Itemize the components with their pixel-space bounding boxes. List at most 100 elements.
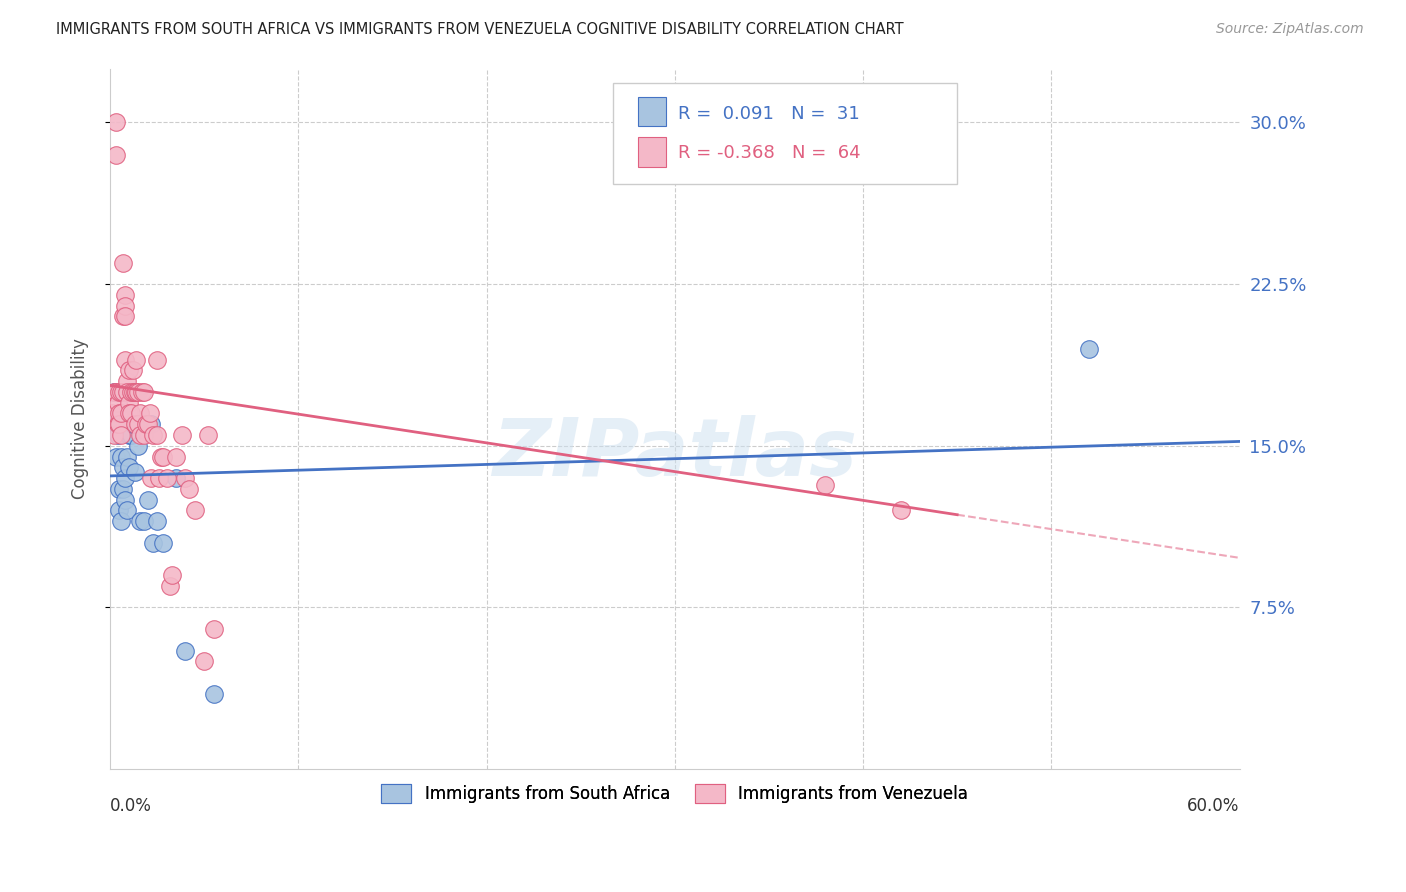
Point [149, 450, 172, 464]
Point [114, 299, 136, 313]
FancyBboxPatch shape [637, 97, 666, 127]
Point [108, 503, 131, 517]
Point [115, 384, 138, 399]
Point [108, 384, 131, 399]
Point [110, 514, 132, 528]
Point [152, 450, 174, 464]
Point [141, 417, 163, 432]
Point [124, 417, 146, 432]
Point [103, 384, 125, 399]
Point [136, 417, 159, 432]
Point [108, 406, 131, 420]
Point [104, 417, 127, 432]
Y-axis label: Cognitive Disability: Cognitive Disability [72, 338, 89, 500]
Point [146, 514, 169, 528]
FancyBboxPatch shape [637, 137, 666, 167]
Point [118, 363, 141, 377]
Point [115, 503, 138, 517]
Point [197, 428, 219, 442]
Point [127, 384, 149, 399]
Point [127, 417, 149, 432]
Point [132, 428, 155, 442]
Point [165, 450, 187, 464]
Point [118, 395, 141, 409]
Point [193, 654, 215, 668]
Point [124, 384, 146, 399]
Point [1077, 342, 1099, 356]
Point [114, 352, 136, 367]
Point [135, 417, 157, 432]
Point [132, 514, 155, 528]
Point [112, 255, 135, 269]
Point [202, 622, 225, 636]
Point [125, 352, 148, 367]
Point [174, 643, 197, 657]
Point [110, 428, 132, 442]
Point [120, 406, 142, 420]
Point [110, 450, 132, 464]
Text: Source: ZipAtlas.com: Source: ZipAtlas.com [1216, 22, 1364, 37]
Point [120, 384, 142, 399]
Point [114, 310, 136, 324]
Legend: Immigrants from South Africa, Immigrants from Venezuela: Immigrants from South Africa, Immigrants… [375, 778, 974, 810]
Point [170, 428, 193, 442]
Text: R =  0.091   N =  31: R = 0.091 N = 31 [678, 105, 860, 123]
Point [104, 115, 127, 129]
Point [118, 406, 141, 420]
Point [138, 406, 160, 420]
Point [112, 482, 135, 496]
Point [127, 439, 149, 453]
Point [114, 471, 136, 485]
Point [120, 428, 142, 442]
Text: 0.0%: 0.0% [110, 797, 152, 815]
Point [115, 374, 138, 388]
Point [104, 450, 127, 464]
Point [125, 384, 148, 399]
Point [141, 471, 163, 485]
Point [129, 514, 152, 528]
Point [107, 428, 129, 442]
Point [108, 482, 131, 496]
Point [103, 384, 125, 399]
Point [108, 417, 131, 432]
Point [184, 503, 207, 517]
Point [115, 450, 138, 464]
Point [165, 471, 187, 485]
Point [118, 460, 141, 475]
Point [179, 482, 201, 496]
Point [121, 417, 143, 432]
Point [129, 428, 152, 442]
FancyBboxPatch shape [613, 83, 957, 184]
Point [107, 417, 129, 432]
Point [155, 471, 177, 485]
Point [136, 492, 159, 507]
Text: ZIPatlas: ZIPatlas [492, 415, 858, 493]
Point [174, 471, 197, 485]
Point [124, 465, 146, 479]
Point [112, 310, 135, 324]
Point [814, 477, 837, 491]
Text: IMMIGRANTS FROM SOUTH AFRICA VS IMMIGRANTS FROM VENEZUELA COGNITIVE DISABILITY C: IMMIGRANTS FROM SOUTH AFRICA VS IMMIGRAN… [56, 22, 904, 37]
Point [114, 492, 136, 507]
Point [110, 384, 132, 399]
Point [101, 406, 124, 420]
Text: R = -0.368   N =  64: R = -0.368 N = 64 [678, 144, 860, 161]
Point [148, 471, 170, 485]
Point [142, 535, 165, 549]
Point [152, 535, 174, 549]
Point [104, 384, 127, 399]
Point [107, 395, 129, 409]
Point [160, 568, 183, 582]
Point [129, 406, 152, 420]
Text: 60.0%: 60.0% [1187, 797, 1240, 815]
Point [104, 147, 127, 161]
Point [121, 363, 143, 377]
Point [121, 384, 143, 399]
Point [103, 428, 125, 442]
Point [202, 687, 225, 701]
Point [890, 503, 912, 517]
Point [142, 428, 165, 442]
Point [118, 428, 141, 442]
Point [110, 406, 132, 420]
Point [112, 460, 135, 475]
